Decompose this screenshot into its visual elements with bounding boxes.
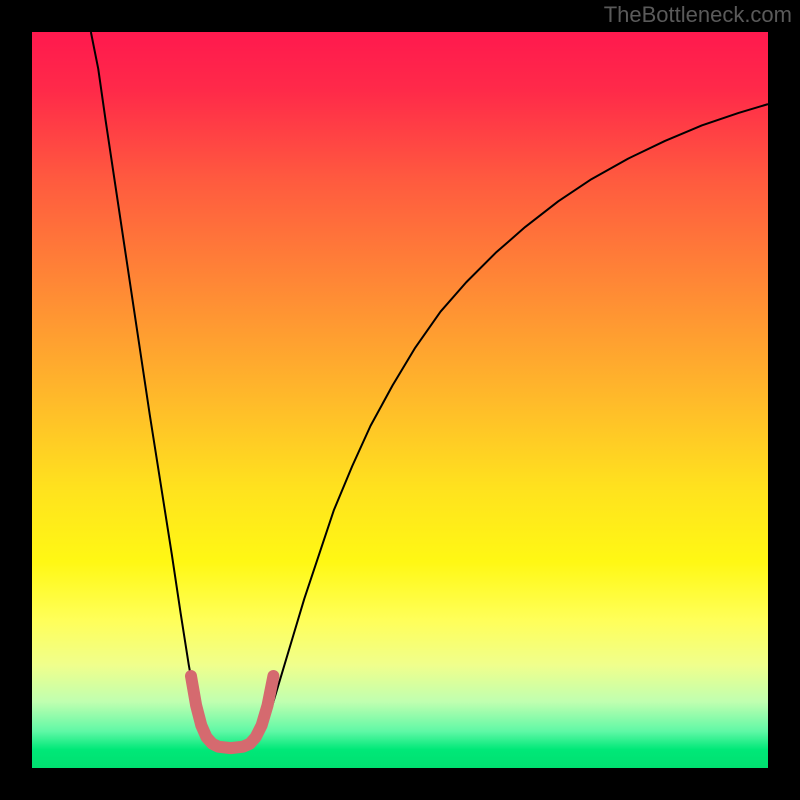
watermark-text: TheBottleneck.com <box>604 2 792 28</box>
plot-background <box>32 32 768 768</box>
bottleneck-chart <box>0 0 800 800</box>
chart-container: TheBottleneck.com <box>0 0 800 800</box>
